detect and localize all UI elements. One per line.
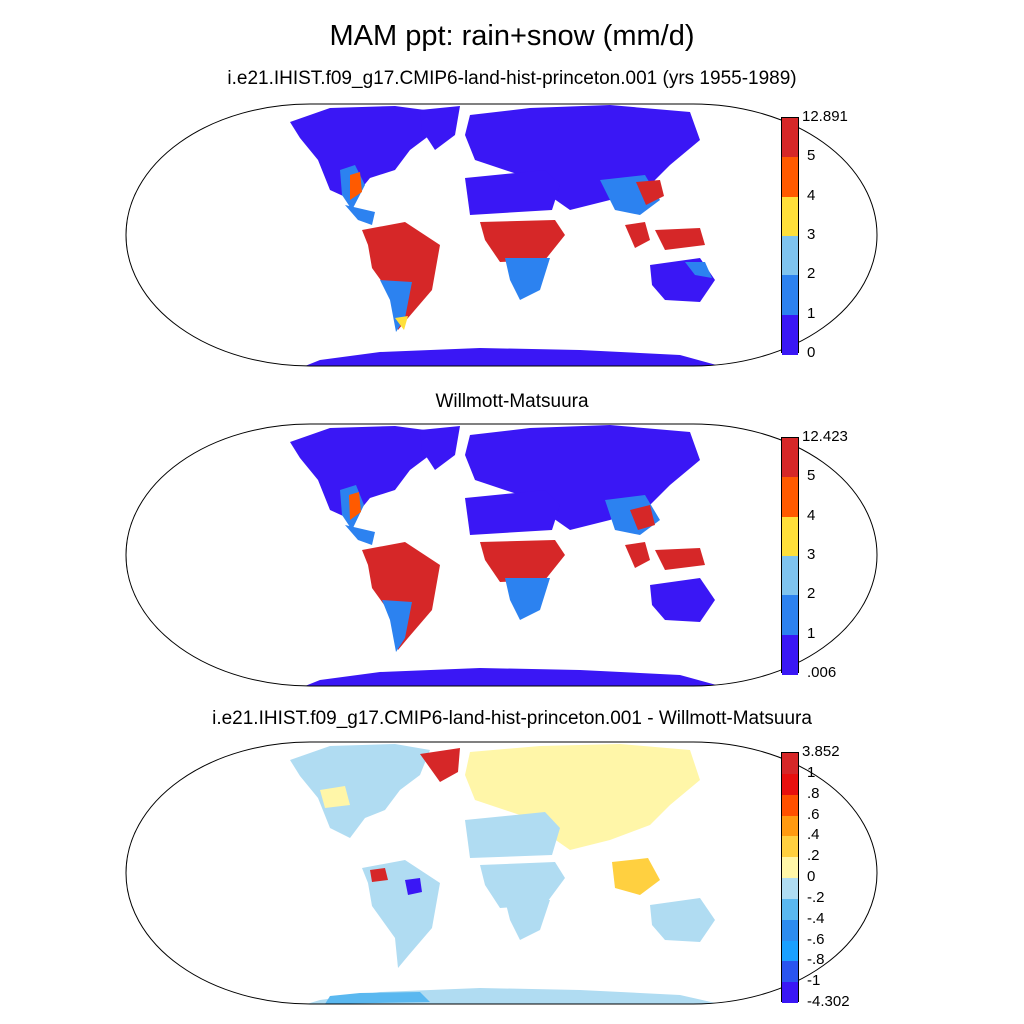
colorbar-label: 4 [807,506,816,524]
colorbar-label: 0 [807,868,816,885]
colorbar-swatch [782,477,798,518]
colorbar-label: -4.302 [807,993,850,1010]
colorbar-swatch [782,314,798,355]
colorbar-swatch [782,773,798,795]
panel-2-title: Willmott-Matsuura [435,391,589,412]
colorbar-label: 2 [807,585,816,603]
panel-3-title: i.e21.IHIST.f09_g17.CMIP6-land-hist-prin… [212,708,812,729]
colorbar-swatch [782,753,798,774]
colorbar-label: .8 [807,784,820,802]
colorbar-swatch [782,836,798,858]
colorbar-label: 5 [807,467,816,485]
main-title: MAM ppt: rain+snow (mm/d) [329,20,695,52]
colorbar-label: -1 [807,972,821,990]
colorbar-swatch [782,898,798,920]
colorbar-label: .006 [807,664,837,681]
colorbar-swatches [781,437,799,675]
land-precip-panel-1 [290,105,720,366]
map-outline-panel-2 [125,423,878,687]
colorbar-label: .6 [807,805,820,823]
map-panel-2 [290,425,720,686]
colorbar-label: 1 [807,763,816,781]
colorbar-swatch [782,275,798,316]
colorbar-swatch [782,516,798,557]
colorbar-label: -.2 [807,888,825,906]
colorbar-swatch [782,118,798,158]
colorbar-swatch [782,236,798,276]
map-panel-3 [290,744,720,1004]
land-diff-panel-3 [290,744,720,1004]
colorbar-label: 12.423 [802,428,848,445]
colorbar-swatch [782,556,798,596]
colorbar-label: 1 [807,304,816,322]
colorbar-label: 12.891 [802,108,848,125]
map-panel-1 [290,105,720,366]
colorbar-label: 5 [807,147,816,165]
map-outline-panel-3 [125,741,878,1005]
colorbar-label: -.8 [807,951,825,969]
colorbar-label: 4 [807,186,816,204]
land-precip-panel-2 [290,425,720,686]
map-outline-panel-1 [125,103,878,367]
colorbar-swatch [782,196,798,237]
colorbar-swatch [782,857,798,879]
colorbar-swatch [782,940,798,962]
colorbar-swatches [781,117,799,355]
colorbar-swatch [782,157,798,198]
colorbar-swatches [781,752,799,1004]
colorbar-swatch [782,982,798,1004]
colorbar-label: 1 [807,624,816,642]
colorbar-swatch [782,961,798,983]
colorbar-label: 3.852 [802,743,840,760]
colorbar-label: .4 [807,826,820,844]
colorbar-label: .2 [807,847,820,865]
colorbar-label: 3 [807,546,816,563]
colorbar-label: -.6 [807,930,825,948]
colorbar-label: -.4 [807,909,825,927]
panel-1-title: i.e21.IHIST.f09_g17.CMIP6-land-hist-prin… [227,68,797,89]
colorbar-swatch [782,815,798,837]
colorbar-swatch [782,438,798,478]
colorbar-label: 2 [807,265,816,283]
colorbar-swatch [782,794,798,816]
colorbar-label: 0 [807,344,816,361]
colorbar-swatch [782,634,798,675]
colorbar-swatch [782,595,798,636]
colorbar-swatch [782,919,798,941]
colorbar-swatch [782,878,798,899]
colorbar-label: 3 [807,226,816,243]
